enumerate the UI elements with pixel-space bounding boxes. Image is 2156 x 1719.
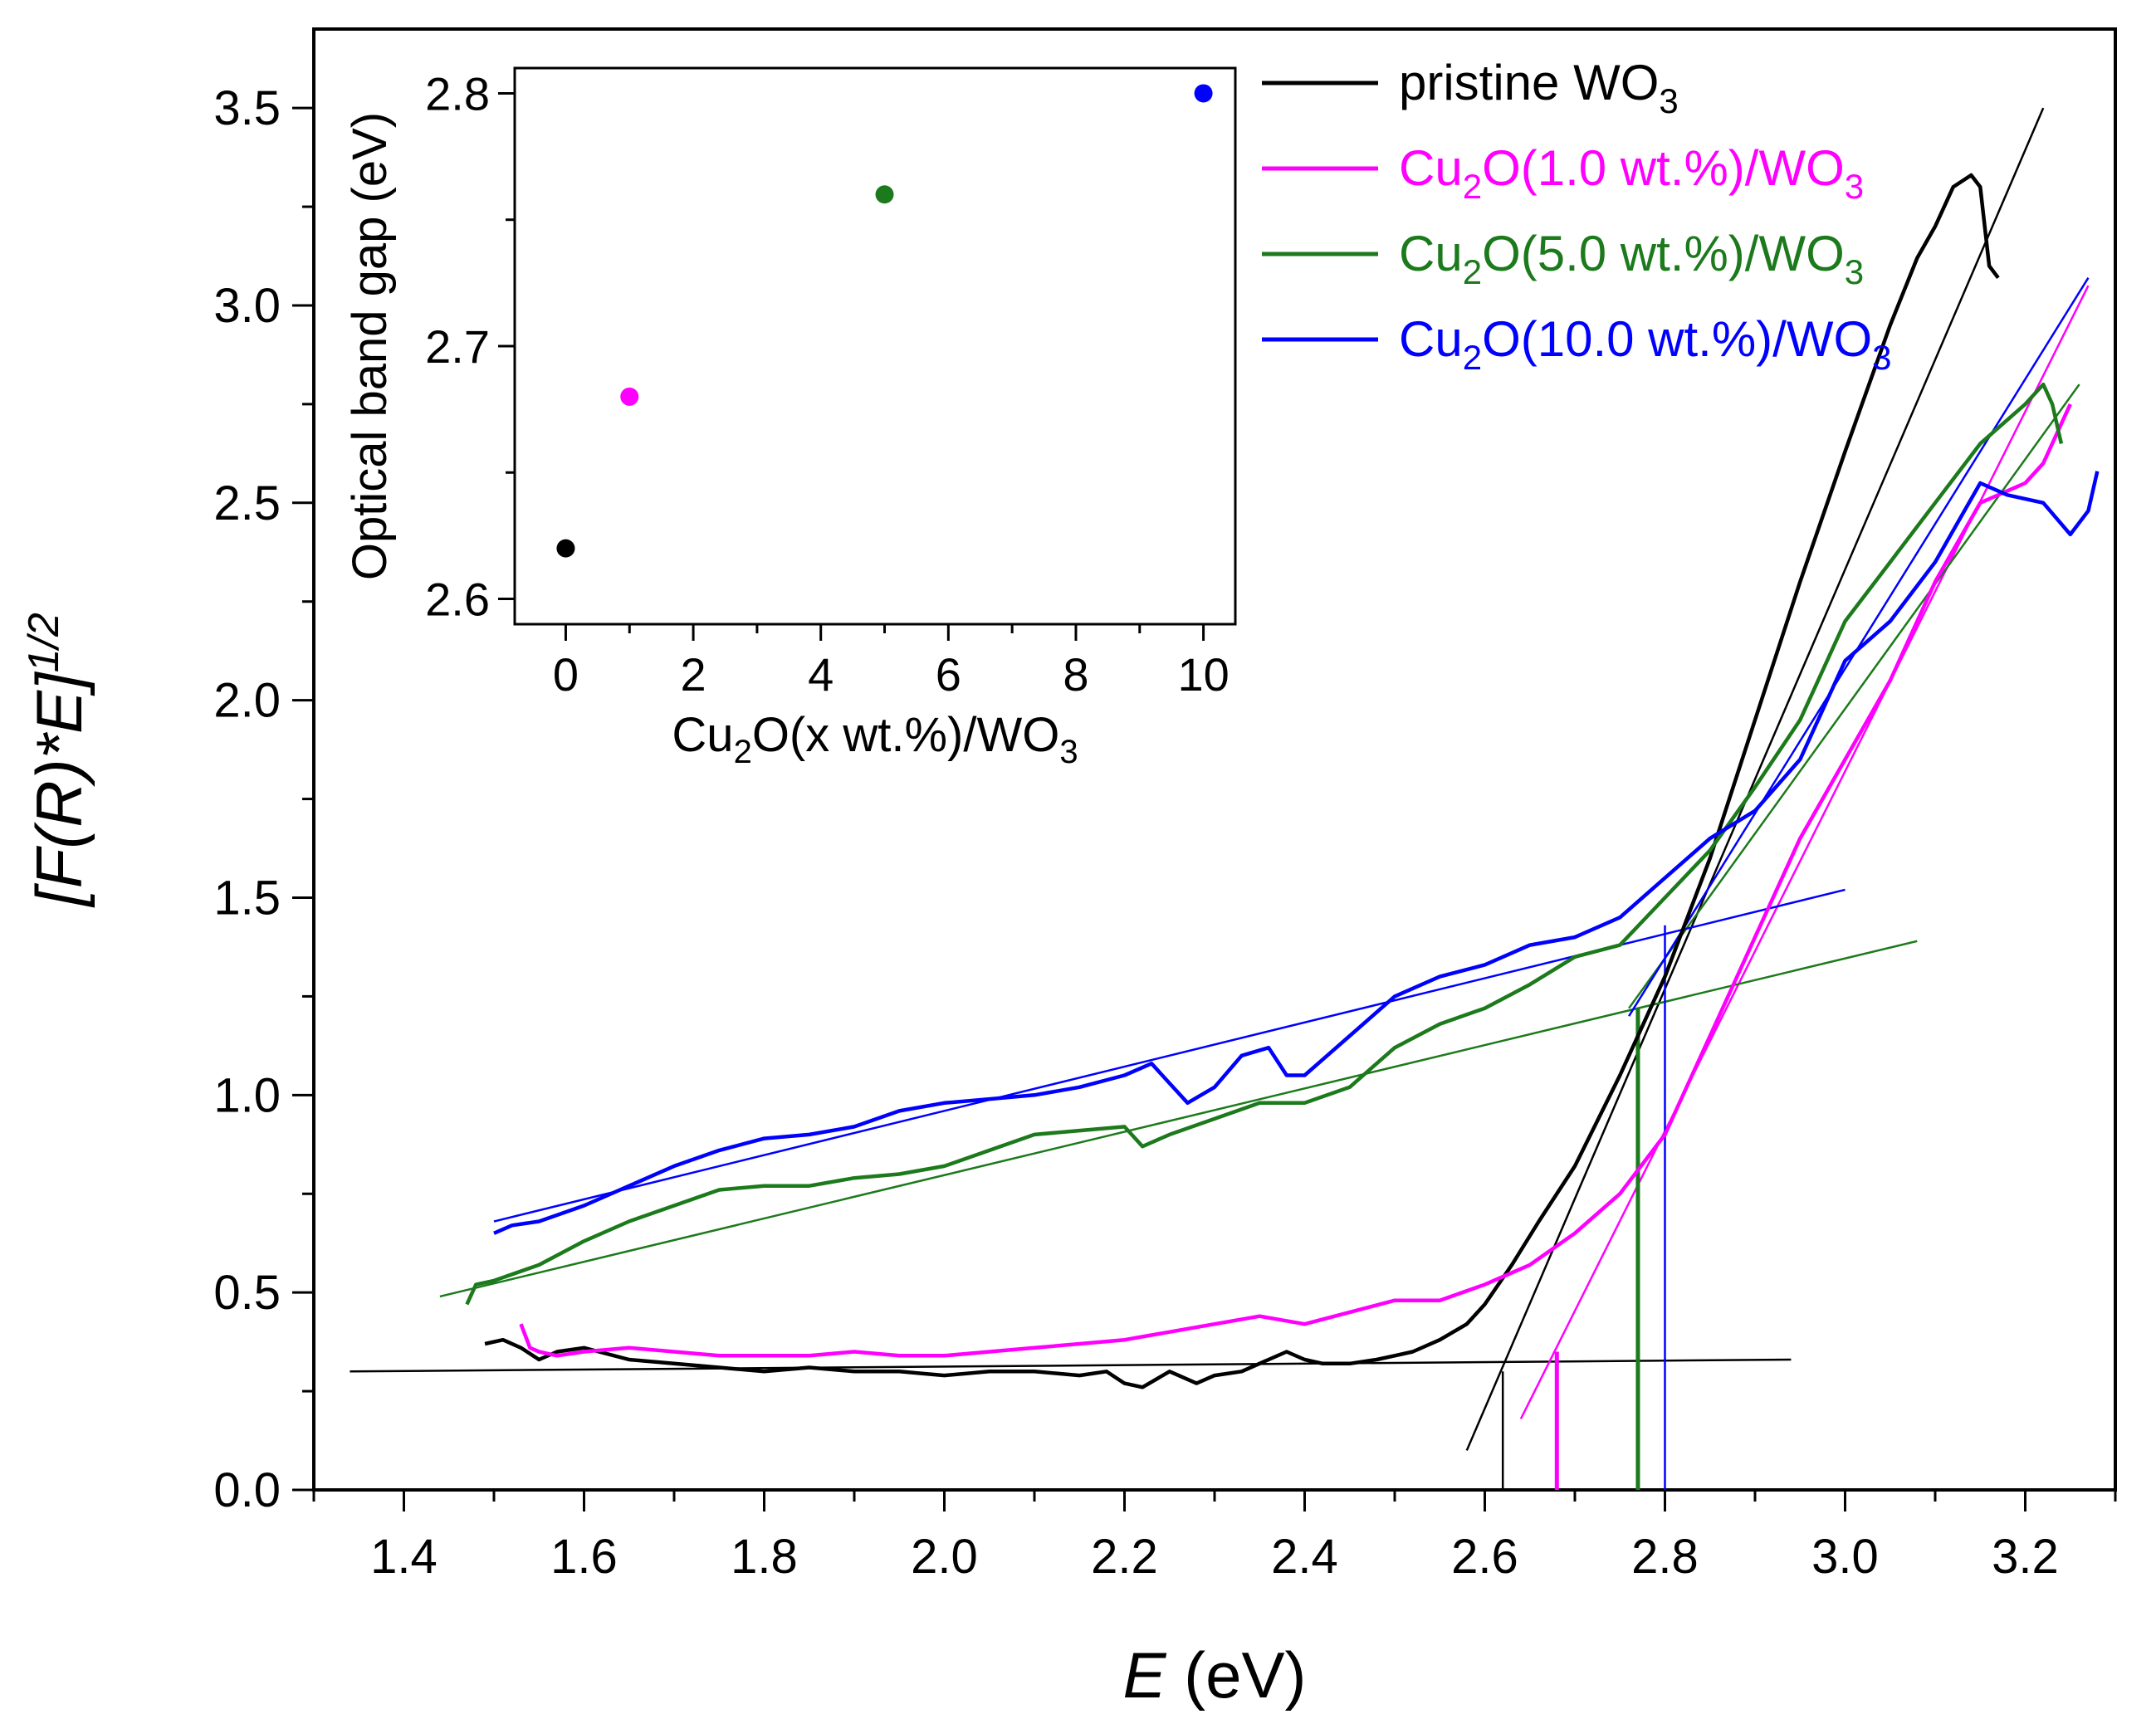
inset-y-axis-title: Optical band gap (eV) xyxy=(343,112,397,580)
y-tick-label: 0.0 xyxy=(213,1463,281,1517)
series-line-1 xyxy=(519,403,2072,1358)
x-tick-label: 1.4 xyxy=(370,1530,438,1584)
inset-x-tick-label: 6 xyxy=(936,648,961,701)
inset-xlabel-part1: Cu xyxy=(672,708,733,762)
inset-x-tick-label: 10 xyxy=(1177,648,1229,701)
fit-line xyxy=(1465,107,2045,1451)
inset-x-tick-label: 8 xyxy=(1063,648,1088,701)
inset-y-tick-label: 2.7 xyxy=(425,320,490,373)
inset-plot-frame xyxy=(513,66,1237,626)
x-axis-title-unit: (eV) xyxy=(1166,1638,1307,1712)
legend-label: Cu2O(1.0 wt.%)/WO3 xyxy=(1399,140,1864,206)
fit-line xyxy=(1628,383,2080,1009)
band-gap-markers xyxy=(1501,925,1666,1490)
inset-x-tick-label: 2 xyxy=(681,648,706,701)
fit-line xyxy=(439,940,1918,1298)
x-tick-label: 2.0 xyxy=(911,1530,978,1584)
x-tick-label: 2.6 xyxy=(1451,1530,1518,1584)
inset-x-tick-label: 0 xyxy=(553,648,579,701)
inset-data-point xyxy=(1194,84,1213,103)
data-series xyxy=(465,173,2100,1389)
y-tick-label: 3.0 xyxy=(213,279,281,333)
y-axis-ticks: 0.0 0.5 1.0 1.5 2.0 2.5 3.0 3.5 xyxy=(213,81,314,1517)
legend-label: Cu2O(10.0 wt.%)/WO3 xyxy=(1399,311,1892,377)
x-axis-title: E (eV) xyxy=(1122,1638,1306,1712)
inset-y-tick-label: 2.8 xyxy=(425,67,490,120)
inset-x-axis-ticks: 0 2 4 6 8 10 xyxy=(553,624,1230,701)
y-tick-label: 2.0 xyxy=(213,674,281,728)
inset-data-point xyxy=(875,185,894,204)
inset-points xyxy=(556,84,1213,558)
legend-label: pristine WO3 xyxy=(1399,55,1679,120)
y-axis-title-sup: 1/2 xyxy=(20,613,68,672)
inset-xlabel-sub2: 3 xyxy=(1059,734,1078,770)
fit-line xyxy=(1519,285,2090,1419)
y-tick-label: 2.5 xyxy=(213,476,281,530)
x-axis-ticks: 1.4 1.6 1.8 2.0 2.2 2.4 2.6 2.8 3.0 3.2 xyxy=(312,1490,2117,1584)
y-axis-title: [F(R)*E]1/2 xyxy=(20,613,95,908)
x-tick-label: 3.0 xyxy=(1811,1530,1879,1584)
inset-data-point xyxy=(620,387,639,406)
y-tick-label: 0.5 xyxy=(213,1266,281,1320)
x-axis-title-main: E xyxy=(1122,1638,1166,1712)
legend-label: Cu2O(5.0 wt.%)/WO3 xyxy=(1399,226,1864,291)
series-line-2 xyxy=(465,382,2064,1306)
inset-data-point xyxy=(556,539,575,558)
x-tick-label: 2.4 xyxy=(1271,1530,1338,1584)
x-tick-label: 3.2 xyxy=(1992,1530,2059,1584)
x-tick-label: 1.6 xyxy=(550,1530,618,1584)
x-tick-label: 2.8 xyxy=(1631,1530,1699,1584)
inset-xlabel-sub1: 2 xyxy=(734,734,752,770)
y-tick-label: 1.5 xyxy=(213,871,281,925)
y-tick-label: 3.5 xyxy=(213,81,281,135)
x-tick-label: 1.8 xyxy=(731,1530,798,1584)
series-line-3 xyxy=(493,471,2100,1235)
fit-line xyxy=(350,1358,1792,1373)
inset-x-tick-label: 4 xyxy=(808,648,834,701)
inset-y-axis-ticks: 2.6 2.7 2.8 xyxy=(425,67,515,626)
inset-y-tick-label: 2.6 xyxy=(425,574,490,626)
inset-x-axis-title: Cu2O(x wt.%)/WO3 xyxy=(672,708,1078,770)
y-axis-title-main: [F(R)*E] xyxy=(22,671,95,908)
legend: pristine WO3 Cu2O(1.0 wt.%)/WO3 Cu2O(5.0 w… xyxy=(1262,55,1892,377)
series-line-0 xyxy=(484,173,2000,1389)
y-tick-label: 1.0 xyxy=(213,1068,281,1122)
inset-xlabel-part2: O(x wt.%)/WO xyxy=(752,708,1060,762)
x-tick-label: 2.2 xyxy=(1091,1530,1158,1584)
